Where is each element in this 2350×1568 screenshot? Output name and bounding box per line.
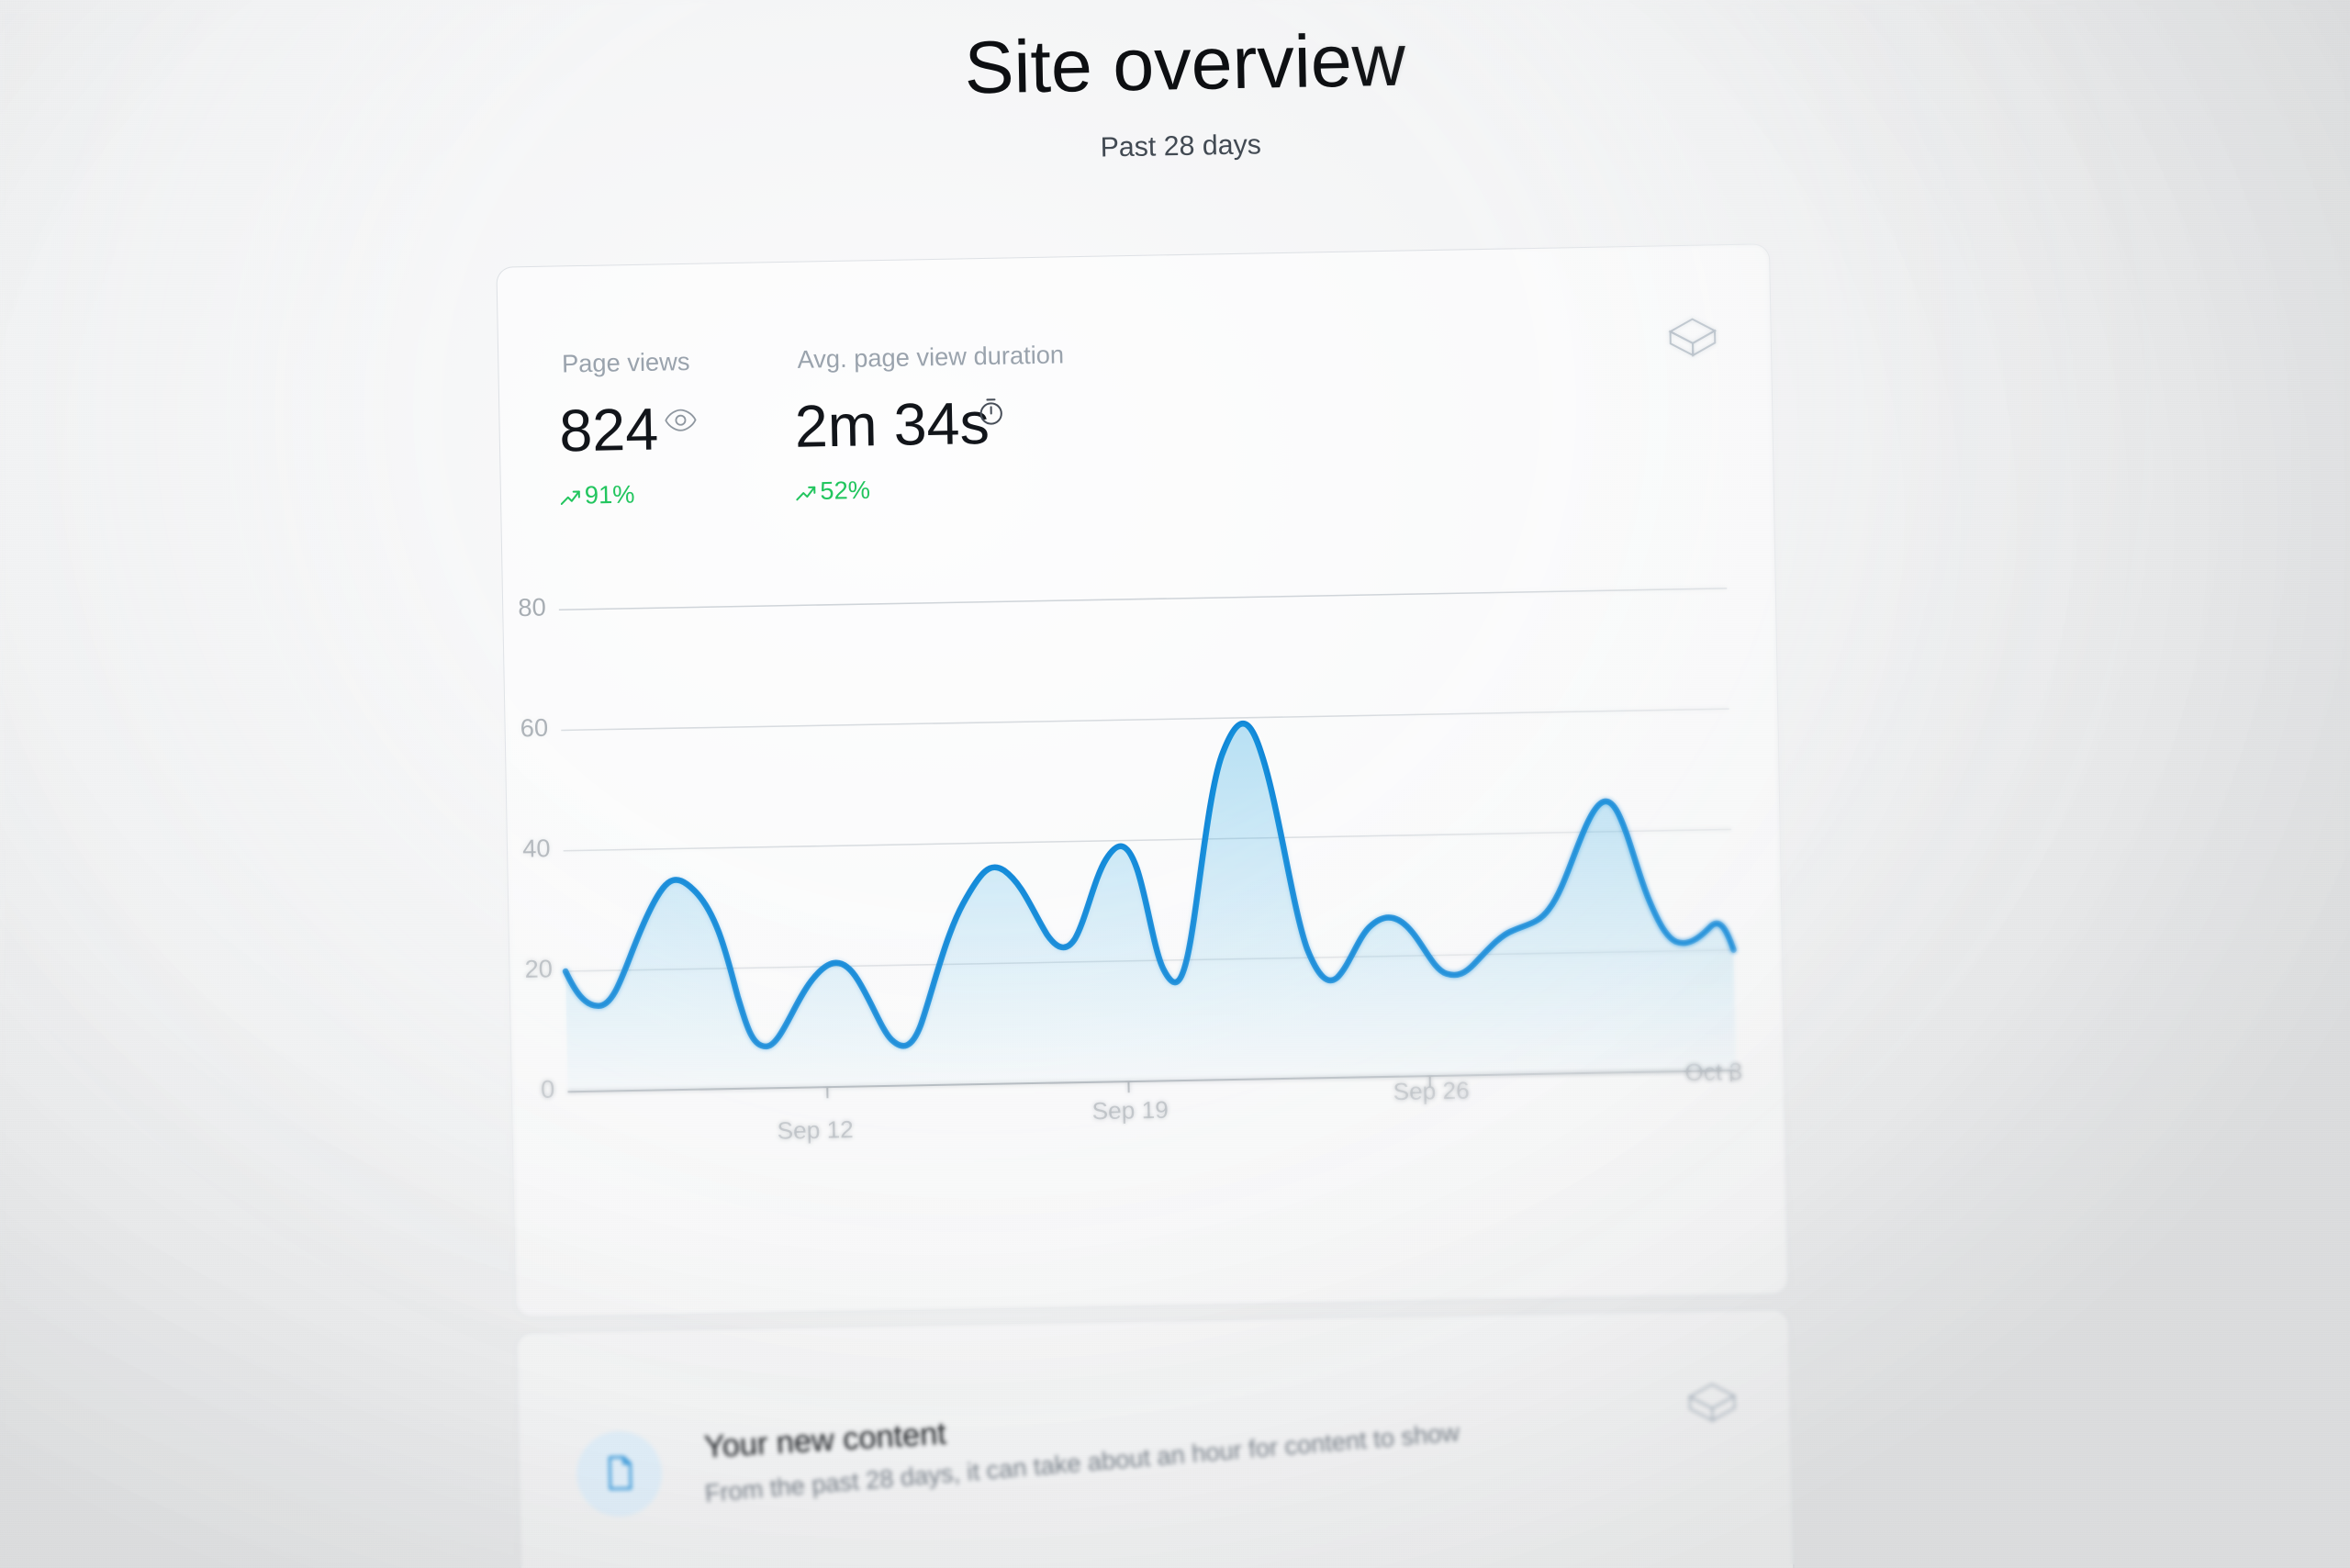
svg-text:Sep 19: Sep 19 — [1091, 1096, 1169, 1126]
svg-text:80: 80 — [518, 593, 546, 622]
svg-text:Sep 26: Sep 26 — [1393, 1077, 1470, 1106]
svg-text:0: 0 — [541, 1075, 555, 1103]
svg-text:60: 60 — [520, 713, 548, 743]
svg-text:40: 40 — [522, 834, 551, 863]
svg-text:Sep 12: Sep 12 — [777, 1115, 854, 1145]
svg-text:20: 20 — [524, 954, 553, 983]
